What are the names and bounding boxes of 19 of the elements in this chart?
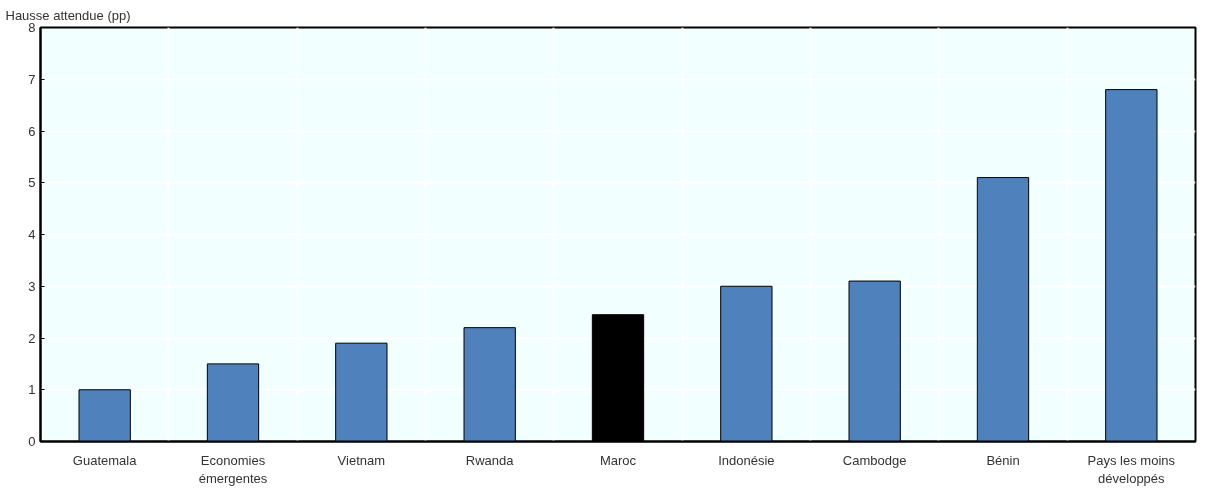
- y-tick-label: 4: [28, 227, 36, 242]
- y-tick-label: 2: [28, 330, 36, 346]
- y-tick-label: 5: [28, 175, 36, 191]
- y-tick-label: 3: [28, 278, 36, 294]
- y-tick-label: 0: [28, 434, 36, 449]
- y-tick-label: 7: [28, 71, 36, 87]
- y-tick-label: 8: [28, 20, 36, 35]
- x-tick-label: Bénin: [986, 452, 1020, 468]
- x-tick-label: Cambodge: [842, 452, 907, 468]
- y-tick-label: 1: [28, 382, 36, 398]
- x-tick-label: Economies émergentes: [198, 452, 268, 486]
- y-tick-label: 6: [28, 123, 36, 139]
- x-tick-label: Vietnam: [337, 452, 386, 468]
- x-tick-label: Guatemala: [72, 452, 138, 468]
- x-tick-label: Pays les moins développés: [1087, 452, 1176, 486]
- x-tick-label: Maroc: [599, 452, 637, 468]
- y-axis-title: Hausse attendue (pp): [5, 7, 131, 23]
- x-tick-label: Indonésie: [718, 452, 775, 468]
- x-tick-label: Rwanda: [465, 452, 515, 468]
